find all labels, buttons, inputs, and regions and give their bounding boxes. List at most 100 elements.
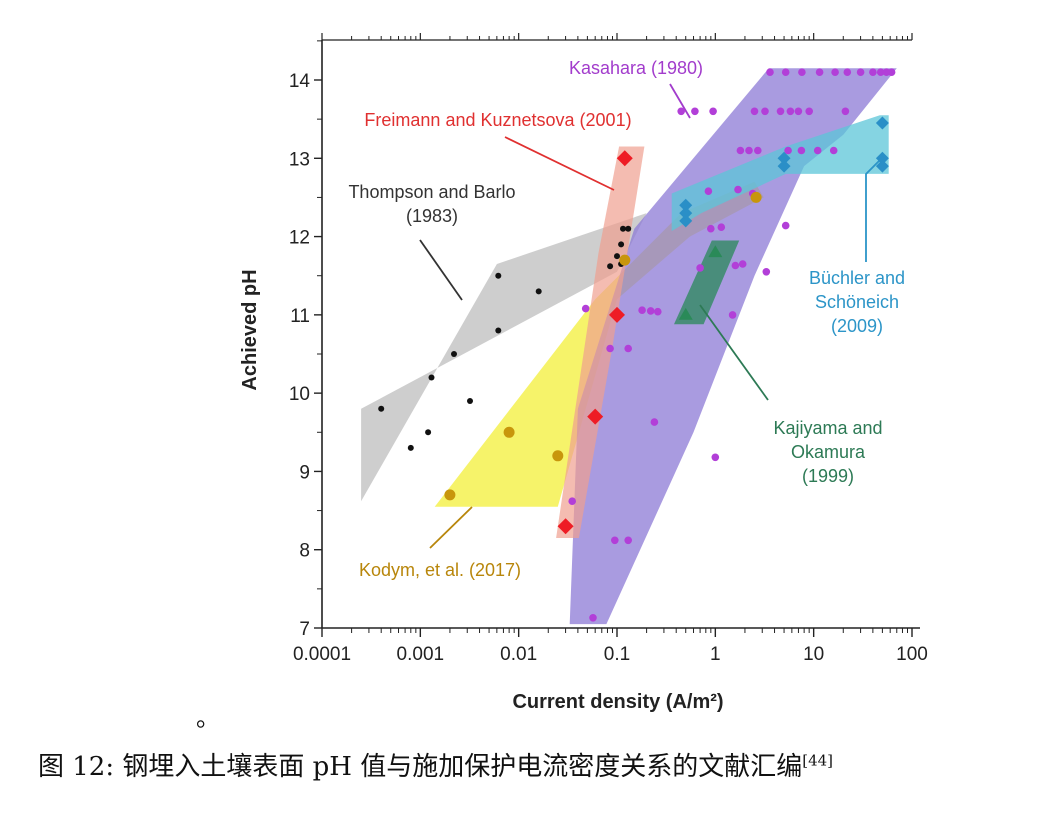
- point: [606, 344, 614, 353]
- region-4: [671, 115, 889, 232]
- point: [781, 221, 790, 230]
- point: [609, 306, 625, 323]
- point: [677, 107, 685, 116]
- point: [557, 518, 574, 535]
- leader-line: [429, 506, 473, 549]
- point: [704, 187, 713, 195]
- point: [495, 327, 502, 334]
- point: [650, 418, 659, 426]
- point: [691, 107, 699, 116]
- point: [798, 68, 806, 76]
- point: [611, 536, 619, 545]
- point: [568, 497, 576, 506]
- point: [618, 241, 625, 248]
- caption-reference: [44]: [802, 751, 834, 770]
- y-tick-label: 7: [299, 619, 310, 640]
- series-label-line: Kajiyama and: [773, 418, 882, 438]
- point: [728, 311, 737, 319]
- series-label: Thompson and Barlo (1983): [348, 182, 515, 226]
- point: [711, 453, 720, 462]
- point: [856, 68, 865, 76]
- point: [876, 68, 885, 76]
- point: [750, 107, 759, 116]
- point: [829, 146, 838, 155]
- y-tick-label: 9: [299, 462, 310, 483]
- series-label: Kasahara (1980): [569, 58, 703, 78]
- y-tick-label: 14: [289, 71, 311, 92]
- point: [794, 107, 803, 116]
- point: [425, 429, 432, 436]
- point: [731, 261, 740, 270]
- x-axis-title: Current density (A/m²): [512, 691, 723, 713]
- point: [869, 68, 877, 76]
- point: [495, 272, 502, 279]
- point: [754, 146, 762, 155]
- series-label-line: (1983): [406, 206, 458, 226]
- y-axis-title: Achieved pH: [239, 269, 261, 390]
- point: [581, 304, 590, 313]
- axes: 7 8 9 10 11 12 13 14 0.0001 0.001 0.01 0.1 1 10 100: [289, 33, 928, 665]
- point: [378, 405, 385, 412]
- point: [552, 450, 564, 462]
- point: [875, 159, 889, 173]
- series-label: Kodym, et al. (2017): [359, 560, 521, 580]
- point: [503, 426, 515, 438]
- point: [708, 245, 723, 258]
- point: [875, 151, 889, 165]
- point: [638, 306, 646, 315]
- region-5: [674, 240, 740, 325]
- point: [805, 107, 813, 116]
- figure-caption: 图 12: 钢埋入土壤表面 pH 值与施加保护电流密度关系的文献汇编[44]: [38, 746, 1038, 783]
- point: [407, 444, 414, 451]
- point: [709, 107, 717, 116]
- y-tick-label: 13: [289, 149, 310, 170]
- point: [444, 489, 456, 501]
- point: [841, 107, 850, 116]
- point: [762, 268, 771, 276]
- point: [786, 107, 795, 116]
- point: [766, 68, 774, 76]
- point: [781, 68, 790, 76]
- point: [776, 107, 785, 116]
- data-points: [378, 68, 896, 622]
- series-label: Kajiyama and Okamura (1999): [773, 418, 882, 486]
- point: [625, 225, 632, 232]
- point: [736, 146, 745, 155]
- y-tick-label: 8: [299, 541, 310, 562]
- caption-text: 图 12: 钢埋入土壤表面 pH 值与施加保护电流密度关系的文献汇编: [38, 752, 803, 782]
- x-tick-label: 0.1: [604, 644, 630, 665]
- point: [678, 307, 693, 320]
- point: [646, 307, 655, 315]
- point: [654, 307, 662, 316]
- leader-line: [865, 159, 881, 262]
- point: [614, 253, 620, 260]
- x-tick-label: 0.001: [397, 644, 445, 665]
- point: [451, 351, 457, 357]
- point: [887, 68, 896, 76]
- point: [797, 146, 806, 155]
- point: [620, 225, 626, 232]
- series-label-line: Freimann and Kuznetsova (2001): [364, 110, 631, 130]
- x-tick-label: 10: [803, 644, 824, 665]
- point: [831, 68, 839, 76]
- series-label-line: Kodym, et al. (2017): [359, 560, 521, 580]
- point: [467, 398, 473, 404]
- point: [815, 68, 824, 76]
- x-tick-label: 1: [710, 644, 721, 665]
- annotation-leaders: [419, 83, 881, 549]
- point: [777, 159, 791, 173]
- region-2: [361, 213, 647, 502]
- series-label-line: (2009): [831, 316, 883, 336]
- point: [750, 191, 762, 203]
- point: [813, 146, 822, 155]
- point: [679, 206, 693, 220]
- series-labels: Kasahara (1980) Freimann and Kuznetsova (…: [348, 58, 905, 580]
- series-label-line: Thompson and Barlo: [348, 182, 515, 202]
- point: [679, 198, 693, 212]
- point: [745, 146, 753, 155]
- series-label: Büchler and Schöneich (2009): [809, 268, 905, 336]
- leader-line: [504, 136, 615, 191]
- point: [696, 264, 704, 272]
- point: [777, 151, 791, 165]
